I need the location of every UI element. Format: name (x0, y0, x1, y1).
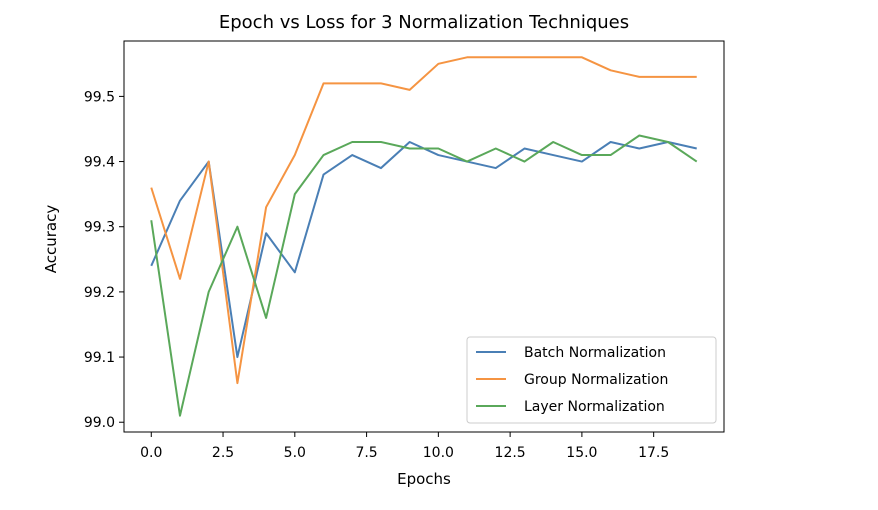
x-axis-label: Epochs (397, 470, 451, 488)
x-tick-label: 0.0 (140, 445, 162, 461)
x-tick-label: 5.0 (284, 445, 306, 461)
legend-label: Group Normalization (524, 372, 668, 388)
y-tick-label: 99.0 (84, 415, 115, 431)
x-tick-label: 12.5 (495, 445, 526, 461)
y-tick-label: 99.3 (84, 220, 115, 236)
series-line-group-normalization (150, 56, 697, 385)
series-lines (150, 56, 698, 417)
legend: Batch Normalization Group Normalization La… (466, 336, 717, 424)
x-tick-label: 17.5 (638, 445, 669, 461)
y-axis-label: Accuracy (42, 205, 60, 274)
y-tick-label: 99.5 (84, 89, 115, 105)
x-tick-label: 10.0 (423, 445, 454, 461)
y-tick-label: 99.1 (84, 350, 115, 366)
x-tick-label: 15.0 (566, 445, 597, 461)
chart-title: Epoch vs Loss for 3 Normalization Techni… (219, 12, 629, 33)
series-line-batch-normalization (150, 141, 697, 359)
legend-label: Batch Normalization (524, 345, 666, 361)
legend-box (466, 336, 717, 424)
y-tick-label: 99.4 (84, 155, 115, 171)
y-axis-ticks: 99.0 99.1 99.2 99.3 99.4 99.5 (84, 89, 124, 431)
x-axis-ticks: 0.0 2.5 5.0 7.5 10.0 12.5 15.0 17.5 (140, 432, 669, 461)
plot-area-frame (123, 40, 725, 433)
y-tick-label: 99.2 (84, 285, 115, 301)
legend-label: Layer Normalization (524, 399, 665, 415)
x-tick-label: 2.5 (212, 445, 234, 461)
x-tick-label: 7.5 (355, 445, 377, 461)
series-line-layer-normalization (150, 134, 698, 417)
